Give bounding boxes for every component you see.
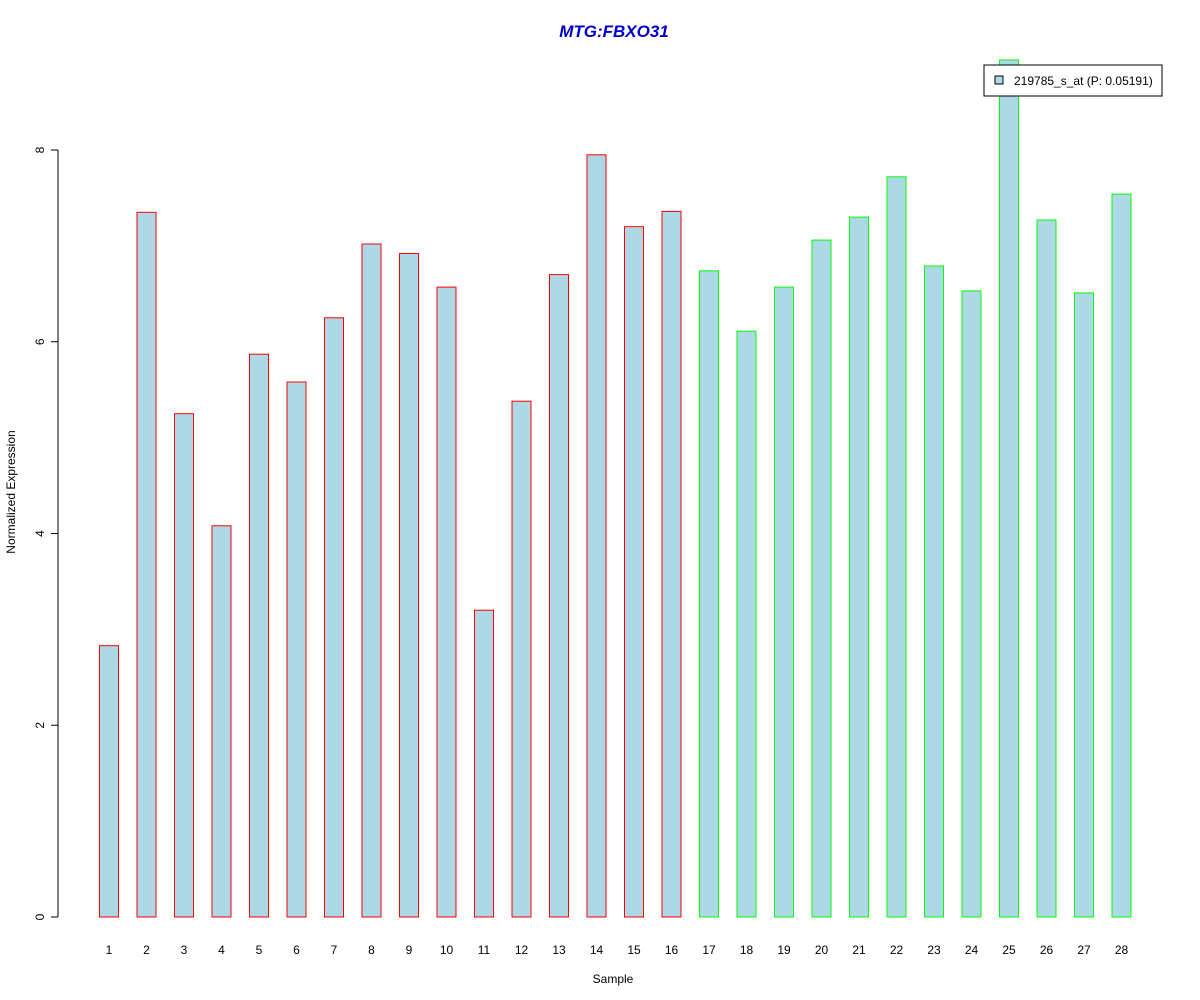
bar-sample-27 xyxy=(1074,292,1094,918)
x-tick-label-10: 10 xyxy=(440,943,454,957)
x-tick-label-19: 19 xyxy=(777,943,791,957)
bar-sample-14 xyxy=(586,154,607,918)
bar-sample-9 xyxy=(399,253,419,918)
legend-swatch xyxy=(994,75,1004,85)
x-tick-label-12: 12 xyxy=(515,943,529,957)
bar-sample-19 xyxy=(774,286,794,918)
y-axis: 0 2 4 6 8 xyxy=(33,146,59,920)
x-tick-label-17: 17 xyxy=(702,943,716,957)
bar-sample-16 xyxy=(661,210,682,918)
x-tick-label-28: 28 xyxy=(1115,943,1129,957)
bar-sample-20 xyxy=(811,239,832,918)
y-tick-label-6: 6 xyxy=(33,338,47,345)
bar-sample-2 xyxy=(136,211,157,918)
x-tick-label-2: 2 xyxy=(143,943,150,957)
bar-sample-1 xyxy=(99,645,119,918)
chart-title: MTG:FBXO31 xyxy=(559,22,669,41)
bar-sample-10 xyxy=(436,286,457,918)
bar-sample-17 xyxy=(699,270,719,918)
bar-sample-5 xyxy=(249,353,269,918)
bar-sample-7 xyxy=(324,317,344,918)
x-tick-label-22: 22 xyxy=(890,943,904,957)
bar-sample-22 xyxy=(886,176,907,918)
bar-sample-21 xyxy=(849,216,869,918)
bar-sample-24 xyxy=(961,290,982,918)
y-tick-label-0: 0 xyxy=(33,913,47,920)
legend: 219785_s_at (P: 0.05191) xyxy=(983,64,1163,97)
x-axis-label: Sample xyxy=(593,972,634,986)
bar-sample-18 xyxy=(736,330,757,918)
x-tick-label-24: 24 xyxy=(965,943,979,957)
y-tick-label-4: 4 xyxy=(33,530,47,537)
bar-sample-23 xyxy=(924,265,944,918)
bar-sample-4 xyxy=(211,525,232,918)
x-tick-label-15: 15 xyxy=(627,943,641,957)
y-axis-label: Normalized Expression xyxy=(4,430,18,553)
x-tick-label-23: 23 xyxy=(927,943,941,957)
x-tick-label-14: 14 xyxy=(590,943,604,957)
x-tick-label-8: 8 xyxy=(368,943,375,957)
legend-label: 219785_s_at (P: 0.05191) xyxy=(1014,74,1153,88)
y-tick-label-2: 2 xyxy=(33,722,47,729)
x-tick-label-20: 20 xyxy=(815,943,829,957)
bar-sample-11 xyxy=(474,609,494,918)
legend-box xyxy=(983,64,1163,97)
x-tick-label-26: 26 xyxy=(1040,943,1054,957)
x-tick-label-13: 13 xyxy=(552,943,566,957)
bar-sample-12 xyxy=(511,400,532,918)
x-tick-label-18: 18 xyxy=(740,943,754,957)
x-tick-label-9: 9 xyxy=(406,943,413,957)
x-tick-label-1: 1 xyxy=(106,943,113,957)
bar-sample-15 xyxy=(624,226,644,918)
x-axis: 1 2 3 4 5 6 7 8 9 10 11 12 13 14 15 16 17 18 19 20 21 22 23 24 2… xyxy=(106,943,1129,957)
bar-sample-28 xyxy=(1111,193,1132,918)
x-tick-label-5: 5 xyxy=(256,943,263,957)
x-tick-label-21: 21 xyxy=(852,943,866,957)
x-tick-label-27: 27 xyxy=(1077,943,1091,957)
x-tick-label-16: 16 xyxy=(665,943,679,957)
y-tick-label-8: 8 xyxy=(33,146,47,153)
bar-sample-3 xyxy=(174,413,194,918)
bar-sample-26 xyxy=(1036,219,1057,918)
x-tick-label-6: 6 xyxy=(293,943,300,957)
x-tick-label-4: 4 xyxy=(218,943,225,957)
x-tick-label-7: 7 xyxy=(331,943,338,957)
bar-sample-13 xyxy=(549,274,569,918)
bar-sample-25 xyxy=(999,59,1019,918)
bar-sample-6 xyxy=(286,381,307,918)
x-tick-label-11: 11 xyxy=(478,943,491,957)
x-tick-label-3: 3 xyxy=(181,943,188,957)
x-tick-label-25: 25 xyxy=(1002,943,1016,957)
bar-sample-8 xyxy=(361,243,382,918)
bars-layer xyxy=(99,59,1132,918)
